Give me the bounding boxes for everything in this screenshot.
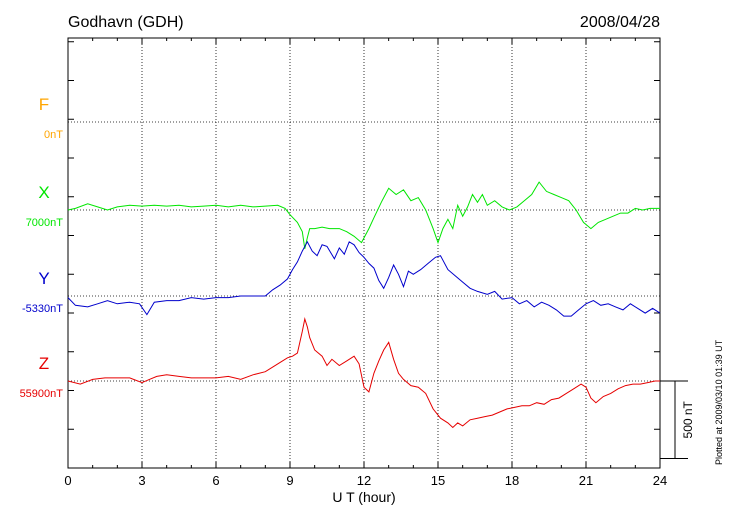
plotted-at-note: Plotted at 2009/03/10 01:39 UT (714, 339, 724, 465)
x-tick-label-0: 0 (64, 473, 71, 488)
series-traces (67, 181, 661, 429)
series-baseline-F: 0nT (44, 129, 63, 141)
trace-Y (67, 240, 661, 317)
series-name-Y: Y (38, 269, 49, 288)
series-baseline-X: 7000nT (26, 217, 64, 229)
grid-lines (68, 38, 660, 468)
series-labels: F 0nT X 7000nT Y -5330nT Z 55900nT (20, 95, 64, 400)
scale-bar-label: 500 nT (681, 400, 695, 438)
series-name-F: F (39, 95, 49, 114)
scale-bar: 500 nT (660, 380, 695, 459)
series-baseline-Z: 55900nT (20, 388, 64, 400)
x-axis-label: U T (hour) (332, 489, 395, 505)
trace-X (67, 181, 660, 249)
x-tick-label-21: 21 (579, 473, 593, 488)
chart-title: Godhavn (GDH) (68, 14, 184, 31)
trace-Z (67, 317, 660, 429)
chart-date: 2008/04/28 (580, 14, 660, 31)
x-tick-label-3: 3 (138, 473, 145, 488)
x-tick-label-9: 9 (286, 473, 293, 488)
x-tick-label-12: 12 (357, 473, 371, 488)
x-tick-label-15: 15 (431, 473, 445, 488)
series-baseline-Y: -5330nT (22, 303, 63, 315)
series-name-X: X (38, 183, 49, 202)
x-tick-label-24: 24 (653, 473, 667, 488)
series-name-Z: Z (39, 354, 49, 373)
x-tick-label-18: 18 (505, 473, 519, 488)
x-tick-label-6: 6 (212, 473, 219, 488)
plot-frame (67, 37, 661, 469)
axis-ticks: 0 3 6 9 12 15 18 21 24 (64, 38, 667, 488)
